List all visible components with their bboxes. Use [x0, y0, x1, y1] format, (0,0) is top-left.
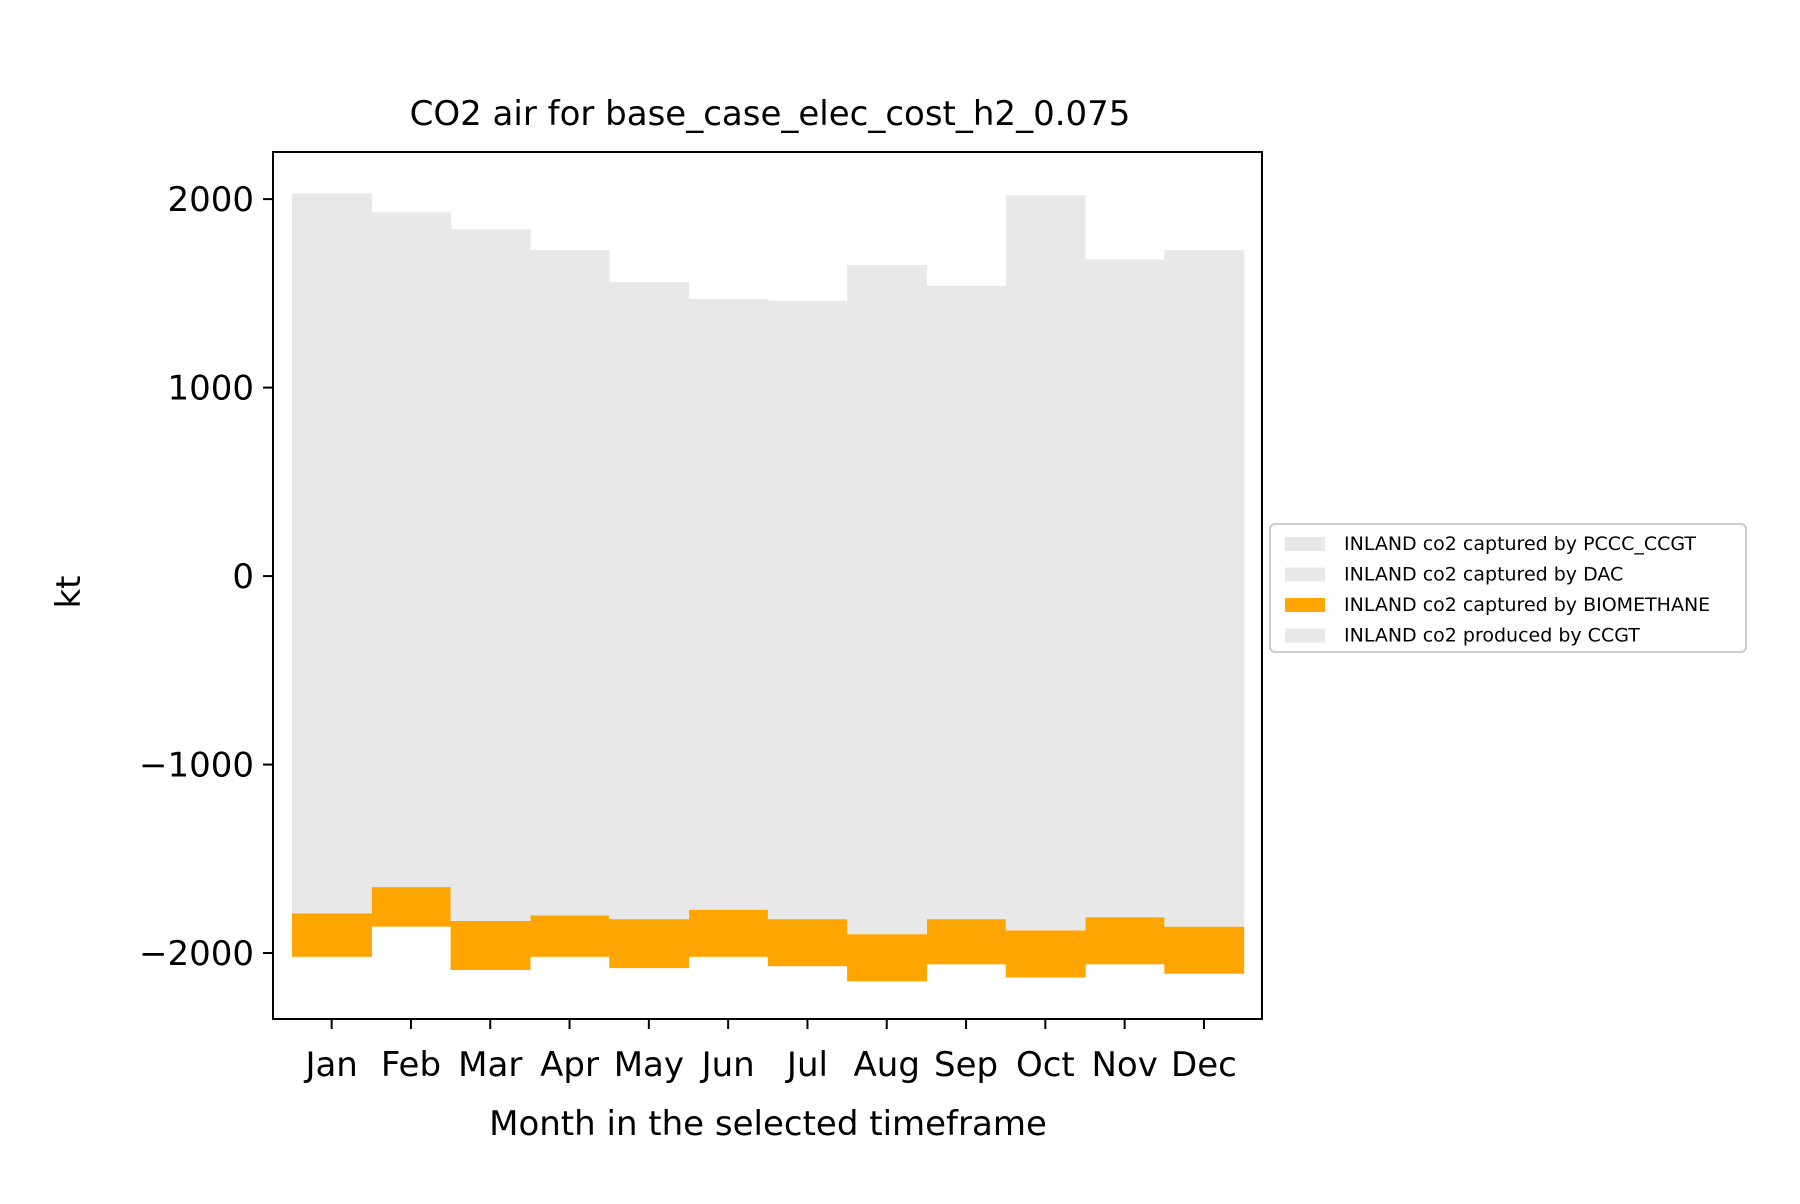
legend-frame: [1269, 523, 1747, 653]
x-tick-label: Apr: [540, 1045, 599, 1085]
x-tick-label: Nov: [1091, 1045, 1157, 1085]
x-tick-label: Jun: [700, 1045, 755, 1085]
y-tick-label: 1000: [167, 369, 254, 409]
x-tick-label: Aug: [854, 1045, 920, 1085]
bar-inland-co2-captured-by-biomethane-nov: [1085, 917, 1165, 965]
legend-swatch: [1285, 598, 1325, 612]
bar-inland-co2-produced-by-ccgt-may: [609, 282, 690, 920]
bar-inland-co2-captured-by-biomethane-may: [609, 919, 690, 969]
bar-inland-co2-captured-by-biomethane-oct: [1005, 930, 1086, 978]
x-tick-label: May: [614, 1045, 684, 1085]
legend-swatch: [1285, 567, 1325, 582]
x-tick-label: Sep: [934, 1045, 998, 1085]
bar-inland-co2-produced-by-ccgt-apr: [529, 250, 610, 916]
plot-frame: [272, 151, 1263, 1020]
legend-swatch: [1285, 537, 1325, 551]
y-axis-label: kt: [49, 575, 89, 608]
bars-layer: [292, 193, 1245, 982]
bar-inland-co2-captured-by-biomethane-feb: [371, 887, 452, 927]
bar-inland-co2-produced-by-ccgt-oct: [1005, 195, 1086, 931]
bar-inland-co2-captured-by-biomethane-mar: [450, 920, 531, 970]
legend-label: INLAND co2 captured by BIOMETHANE: [1344, 594, 1710, 616]
legend-label: INLAND co2 captured by DAC: [1344, 564, 1623, 586]
x-axis-label: Month in the selected timeframe: [489, 1104, 1047, 1144]
x-tick-label: Feb: [381, 1045, 441, 1085]
x-tick-label: Jul: [785, 1045, 828, 1085]
legend-label: INLAND co2 captured by PCCC_CCGT: [1344, 533, 1696, 555]
bar-inland-co2-captured-by-biomethane-jan: [292, 913, 372, 957]
x-tick-label: Jan: [303, 1045, 357, 1085]
bar-inland-co2-captured-by-biomethane-jun: [688, 909, 769, 957]
bar-inland-co2-produced-by-ccgt-jul: [767, 300, 848, 920]
bar-inland-co2-captured-by-biomethane-aug: [847, 934, 927, 982]
bar-inland-co2-produced-by-ccgt-sep: [926, 285, 1007, 920]
bar-inland-co2-produced-by-ccgt-mar: [450, 229, 531, 921]
bar-inland-co2-captured-by-biomethane-jul: [767, 919, 848, 967]
bar-inland-co2-produced-by-ccgt-dec: [1164, 250, 1245, 927]
bar-inland-co2-produced-by-ccgt-aug: [847, 265, 927, 935]
y-axis: 2000 1000 0 −1000 −2000: [139, 180, 273, 974]
y-tick-label: −1000: [139, 746, 254, 786]
x-axis: Jan Feb Mar Apr May Jun Jul Aug Sep Oct Nov Dec: [303, 1019, 1237, 1085]
bar-inland-co2-produced-by-ccgt-feb: [371, 212, 452, 888]
x-tick-label: Mar: [458, 1045, 522, 1085]
y-tick-label: −2000: [139, 934, 254, 974]
legend-label: INLAND co2 produced by CCGT: [1344, 625, 1640, 647]
bar-inland-co2-produced-by-ccgt-jun: [688, 299, 769, 910]
bar-inland-co2-captured-by-biomethane-sep: [926, 919, 1007, 965]
y-tick-label: 2000: [167, 180, 254, 220]
bar-inland-co2-produced-by-ccgt-jan: [292, 193, 372, 914]
bar-inland-co2-captured-by-biomethane-dec: [1164, 926, 1245, 974]
x-tick-label: Oct: [1016, 1045, 1075, 1085]
x-tick-label: Dec: [1171, 1045, 1237, 1085]
legend-items: INLAND co2 captured by PCCC_CCGT INLAND c…: [1285, 533, 1710, 647]
bar-inland-co2-captured-by-biomethane-apr: [529, 915, 610, 957]
bar-inland-co2-produced-by-ccgt-nov: [1085, 259, 1165, 918]
legend: INLAND co2 captured by PCCC_CCGT INLAND c…: [1269, 523, 1747, 653]
y-tick-label: 0: [232, 557, 254, 597]
chart-title: CO2 air for base_case_elec_cost_h2_0.075: [410, 94, 1131, 134]
legend-swatch: [1285, 628, 1325, 643]
